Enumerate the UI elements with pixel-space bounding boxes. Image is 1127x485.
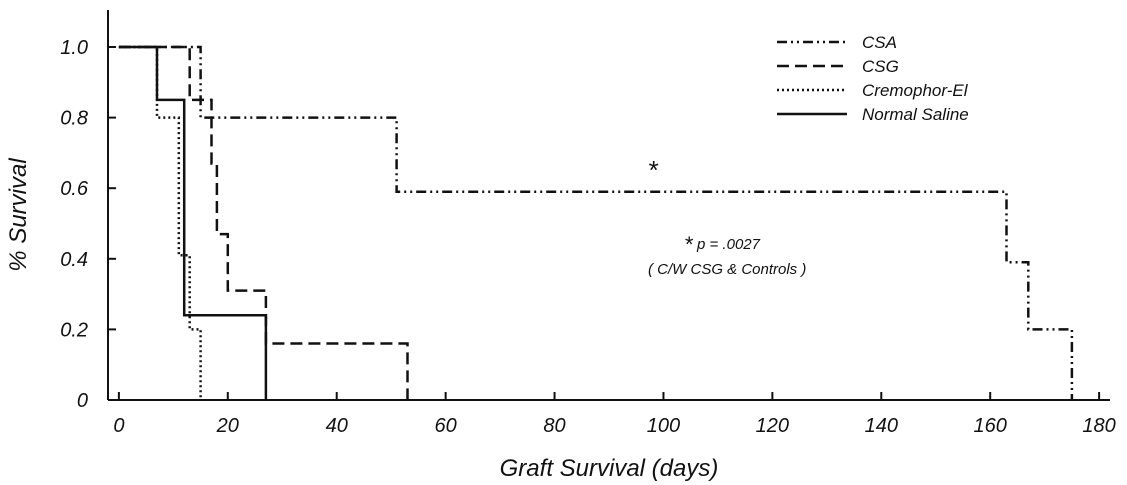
x-tick-label: 60 xyxy=(435,415,457,437)
annotations: ** p = .0027( C/W CSG & Controls ) xyxy=(648,155,807,278)
p-value-star: * xyxy=(684,232,694,257)
y-tick-label: 0 xyxy=(77,390,88,412)
x-tick-label: 160 xyxy=(974,415,1007,437)
x-tick-label: 120 xyxy=(756,415,789,437)
legend-label: CSG xyxy=(862,57,899,76)
y-tick-label: 0.4 xyxy=(60,249,88,271)
x-tick-label: 20 xyxy=(216,415,239,437)
significance-star: * xyxy=(648,155,659,185)
axes: 0 20 40 60 80 100 120 140 160 180 0 0.2 0.4 0.6 0.8 1.0… xyxy=(5,10,1116,482)
y-axis-title: % Survival xyxy=(5,158,32,272)
series-line-normal-saline xyxy=(118,45,268,400)
x-tick-label: 0 xyxy=(113,415,124,437)
p-value-label: p = .0027 xyxy=(696,236,761,253)
x-tick-label: 40 xyxy=(326,415,348,437)
x-axis-title: Graft Survival (days) xyxy=(500,455,719,482)
legend-label: Cremophor-El xyxy=(862,81,969,100)
legend-label: Normal Saline xyxy=(862,105,969,124)
y-tick-label: 0.8 xyxy=(60,108,88,130)
y-tick-label: 0.2 xyxy=(60,319,88,341)
x-tick-label: 80 xyxy=(543,415,565,437)
legend: CSA CSG Cremophor-El Normal Saline xyxy=(777,33,969,124)
x-tick-label: 140 xyxy=(865,415,898,437)
y-tick-label: 1.0 xyxy=(60,37,88,59)
legend-label: CSA xyxy=(862,33,897,52)
x-tick-label: 100 xyxy=(647,415,680,437)
series-lines xyxy=(118,45,1074,400)
x-tick-label: 180 xyxy=(1082,415,1115,437)
y-tick-label: 0.6 xyxy=(60,178,89,200)
p-value-note: ( C/W CSG & Controls ) xyxy=(648,261,806,278)
